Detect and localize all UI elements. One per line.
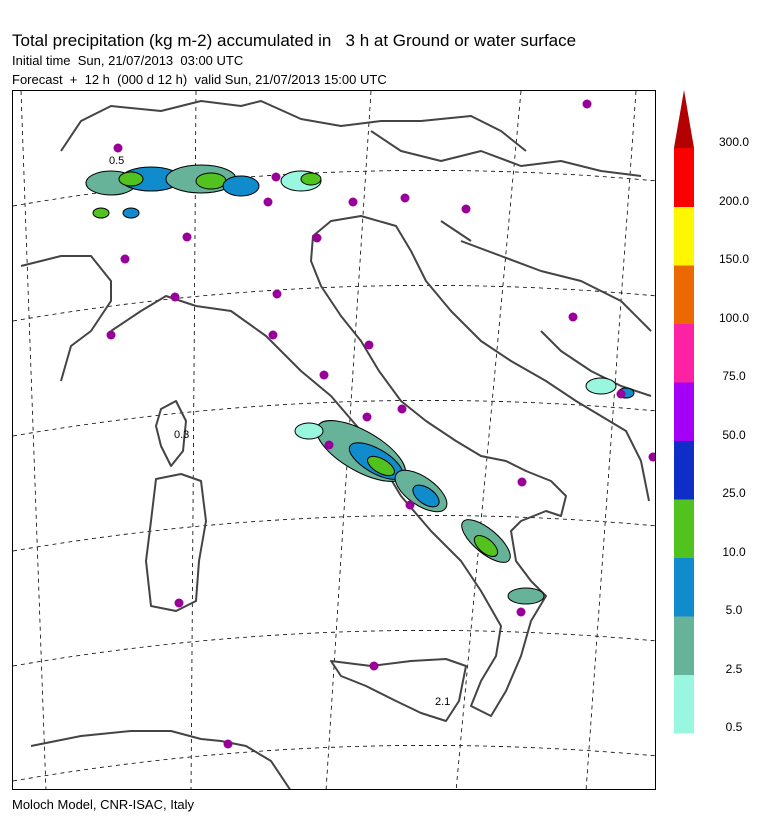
colorbar-label: 25.0 xyxy=(722,486,746,500)
colorbar-label: 10.0 xyxy=(722,544,746,559)
colorbar-label: 50.0 xyxy=(722,427,746,442)
map-title: Total precipitation (kg m-2) accumulated… xyxy=(12,31,577,50)
station-markers xyxy=(106,99,655,749)
colorbar-segment xyxy=(674,148,694,207)
map-graticule xyxy=(13,91,655,789)
contour-labels: 0.5 0.3 2.1 xyxy=(109,155,450,708)
colorbar-segment xyxy=(674,440,694,500)
colorbar-label: 2.5 xyxy=(725,661,743,676)
colorbar-label: 100.0 xyxy=(718,310,750,325)
precipitation-map: 0.5 0.3 2.1 xyxy=(12,90,656,790)
forecast-valid-time: Forecast + 12 h (000 d 12 h) valid Sun, … xyxy=(12,72,387,87)
contour-label: 0.5 xyxy=(109,155,124,167)
colorbar-label: 300.0 xyxy=(718,135,750,149)
colorbar-segment xyxy=(674,674,694,734)
colorbar-segment xyxy=(674,499,694,558)
colorbar-segment xyxy=(674,323,694,383)
colorbar-arrow xyxy=(674,90,694,148)
colorbar-segment xyxy=(674,557,694,617)
initial-time: Initial time Sun, 21/07/2013 03:00 UTC xyxy=(12,53,244,68)
colorbar-segment xyxy=(674,616,694,675)
colorbar-label: 200.0 xyxy=(718,193,750,208)
colorbar-label: 75.0 xyxy=(722,369,746,383)
colorbar-segment xyxy=(674,265,694,324)
colorbar-segment xyxy=(674,382,694,441)
colorbar-segment xyxy=(674,206,694,266)
colorbar-label: 0.5 xyxy=(725,720,743,734)
colorbar-label: 5.0 xyxy=(725,603,743,617)
precip-alps xyxy=(85,164,322,219)
contour-label: 2.1 xyxy=(435,696,450,708)
model-credit: Moloch Model, CNR-ISAC, Italy xyxy=(12,797,195,812)
precipitation-colorbar xyxy=(674,90,694,735)
contour-label: 0.3 xyxy=(174,429,189,441)
colorbar-label: 150.0 xyxy=(718,252,750,266)
